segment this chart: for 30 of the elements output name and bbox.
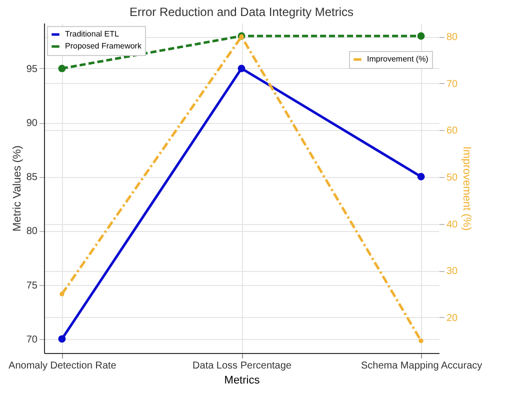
point [58, 335, 66, 343]
y2-axis-title: Improvement (%) [460, 146, 473, 231]
x-tick-label: Anomaly Detection Rate [8, 360, 117, 372]
x-axis-title: Metrics [224, 374, 260, 386]
legend-label: Proposed Framework [65, 42, 142, 50]
point [417, 32, 425, 40]
point [238, 64, 246, 72]
y2-tick-label: 30 [446, 266, 458, 278]
y2-tick-label: 20 [446, 312, 458, 324]
y2-tick-label: 80 [446, 32, 458, 44]
y-tick-label: 95 [26, 64, 38, 75]
y-tick-label: 85 [26, 172, 38, 184]
point [418, 338, 424, 344]
legend-label: Improvement (%) [367, 54, 429, 64]
legend-label: Traditional ETL [65, 30, 120, 38]
y2-tick-label: 50 [446, 172, 458, 184]
point [58, 64, 66, 72]
y-tick-label: 75 [26, 280, 38, 292]
y-axis-title: Metric Values (%) [11, 146, 24, 232]
x-tick-label: Schema Mapping Accuracy [360, 360, 482, 372]
point [417, 172, 425, 180]
y-tick-label: 70 [26, 334, 38, 346]
y2-tick-label: 40 [446, 219, 458, 230]
y2-tick-label: 60 [446, 126, 458, 137]
point [60, 292, 64, 296]
x-tick-label: Data Loss Percentage [192, 360, 292, 372]
y-tick-label: 90 [26, 118, 38, 130]
y-tick-label: 80 [26, 226, 38, 238]
chart-title: Error Reduction and Data Integrity Metrics [129, 5, 354, 19]
y2-tick-label: 70 [446, 78, 458, 90]
